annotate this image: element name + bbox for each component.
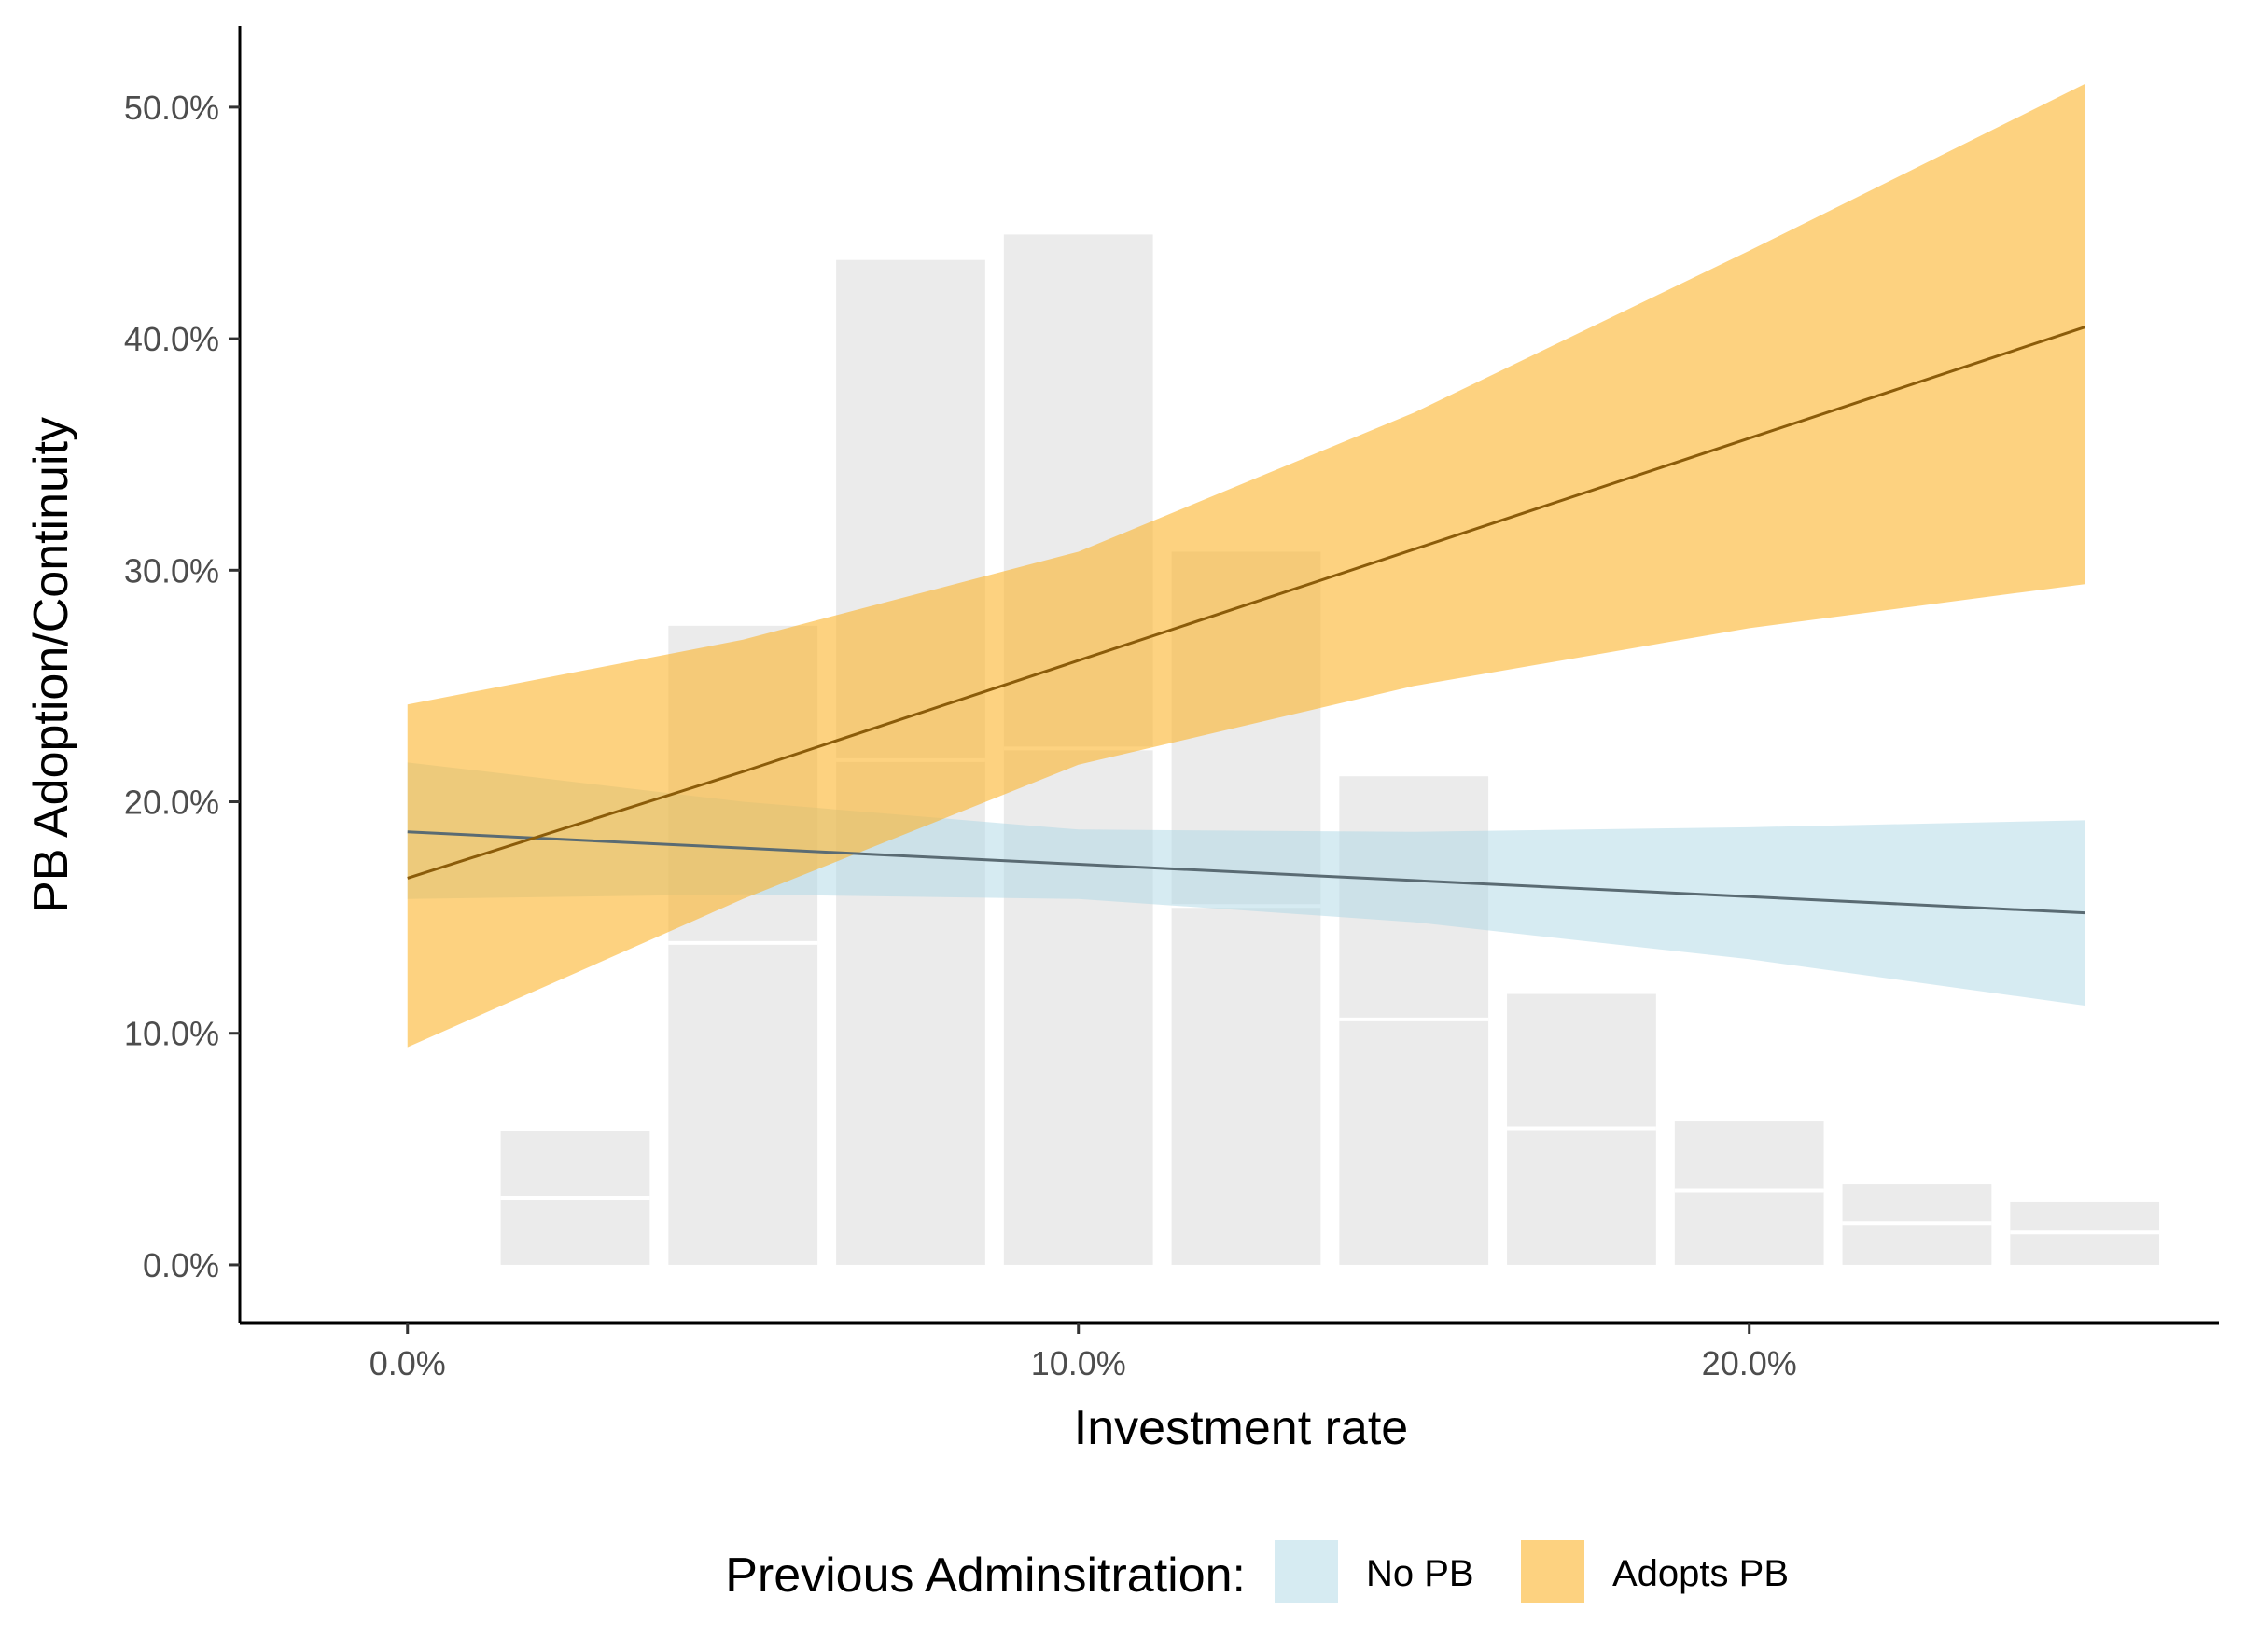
histogram-bar-8 [1674, 1121, 1824, 1265]
y-tick-label: 40.0% [124, 320, 219, 358]
x-tick-label: 20.0% [1702, 1344, 1797, 1382]
axes: 0.0% 10.0% 20.0% 30.0% 40.0% 50.0% 0.0% 10.0% 20… [124, 26, 2219, 1382]
line-no-pb [407, 830, 2085, 915]
y-tick-label: 30.0% [124, 551, 219, 590]
line-adopts-pb [407, 326, 2085, 880]
y-tick-label: 10.0% [124, 1015, 219, 1053]
y-tick-label: 0.0% [143, 1246, 219, 1284]
ribbon-adopts-pb [407, 84, 2085, 1048]
y-tick-label: 20.0% [124, 784, 219, 822]
trend-lines [407, 326, 2085, 915]
legend-label-no-pb: No PB [1366, 1553, 1474, 1594]
confidence-bands [407, 84, 2085, 1048]
y-axis-title: PB Adoption/Continuity [24, 417, 78, 913]
legend-label-adopts-pb: Adopts PB [1612, 1553, 1789, 1594]
legend: Previous Adminsitration: No PB Adopts PB [725, 1540, 1789, 1603]
x-tick-label: 10.0% [1031, 1344, 1126, 1382]
x-axis-title: Investment rate [1074, 1401, 1408, 1455]
legend-key-no-pb [1275, 1540, 1338, 1603]
x-tick-label: 0.0% [370, 1344, 446, 1382]
legend-key-adopts-pb [1521, 1540, 1584, 1603]
legend-title: Previous Adminsitration: [725, 1548, 1246, 1603]
y-tick-label: 50.0% [124, 89, 219, 127]
